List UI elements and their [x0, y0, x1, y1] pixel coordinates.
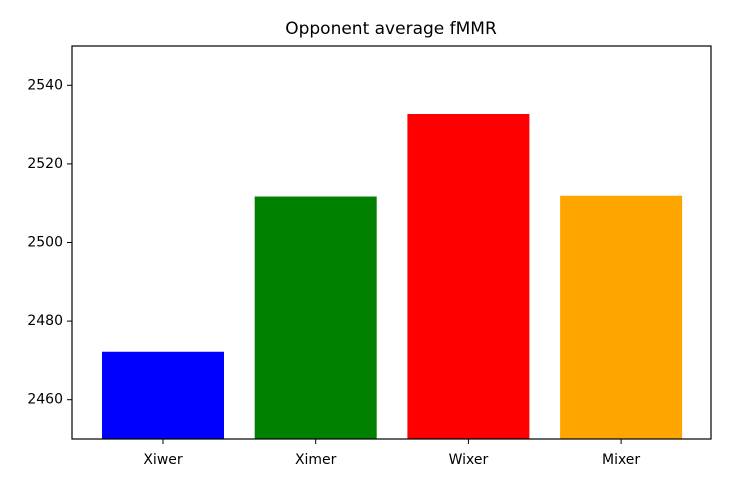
x-tick-label: Xiwer: [143, 452, 183, 468]
y-tick-label: 2540: [27, 77, 63, 93]
bar: [254, 196, 377, 439]
y-tick-label: 2520: [27, 156, 63, 172]
x-tick-label: Ximer: [295, 452, 337, 468]
y-tick-label: 2500: [27, 235, 63, 251]
bar: [407, 113, 530, 439]
bar: [102, 351, 224, 439]
x-tick-label: Wixer: [449, 452, 489, 468]
plot-frame: [71, 45, 712, 440]
chart-title: Opponent average fMMR: [285, 19, 497, 39]
bar: [560, 195, 683, 439]
x-tick-label: Mixer: [602, 452, 640, 468]
y-tick-label: 2480: [27, 313, 63, 329]
y-tick-label: 2460: [27, 392, 63, 408]
